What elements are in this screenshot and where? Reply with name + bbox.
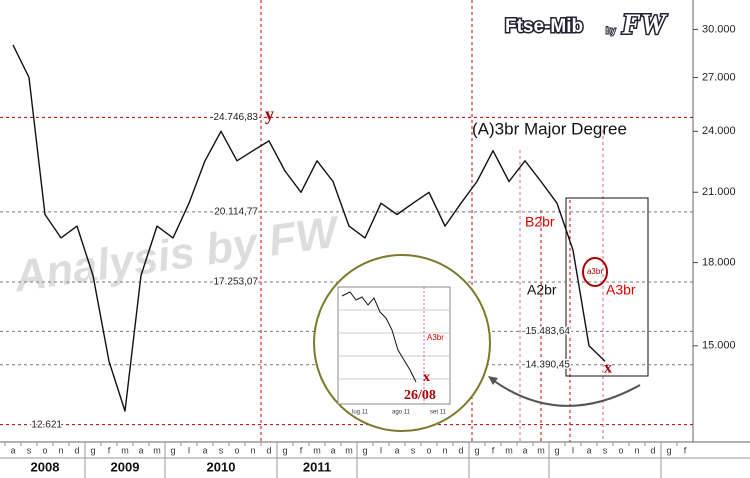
x-tick-label: d bbox=[458, 445, 463, 455]
level-label: 14.390,45 bbox=[526, 359, 571, 370]
x-tick-label: a bbox=[202, 445, 207, 455]
x-tick-label: g bbox=[282, 445, 287, 455]
y-tick-label: 21.000 bbox=[702, 186, 736, 198]
x-tick-label: n bbox=[634, 445, 639, 455]
x-tick-label: n bbox=[442, 445, 447, 455]
level-label: 15.483,64 bbox=[526, 326, 571, 337]
level-label: 12.621 bbox=[31, 419, 62, 430]
x-tick-label: s bbox=[411, 445, 416, 455]
x-tick-label: a bbox=[586, 445, 591, 455]
inset-label: x bbox=[423, 370, 430, 385]
inset-label: 26/08 bbox=[404, 388, 436, 403]
logo-name: Ftse-Mib bbox=[505, 16, 583, 37]
zoom-box bbox=[565, 197, 649, 377]
x-tick-label: f bbox=[684, 445, 687, 455]
level-label: 20.114,77 bbox=[214, 207, 258, 218]
inset-frame bbox=[337, 286, 451, 405]
x-tick-label: a bbox=[394, 445, 399, 455]
x-tick-label: o bbox=[426, 445, 431, 455]
x-tick-label: a bbox=[330, 445, 335, 455]
level-label: 24.746,83 bbox=[214, 112, 259, 123]
x-tick-label: f bbox=[492, 445, 495, 455]
y-tick-label: 15.000 bbox=[702, 340, 736, 352]
year-label: 2010 bbox=[207, 459, 236, 474]
wave-label: a3br bbox=[587, 267, 603, 276]
wave-label: B2br bbox=[525, 214, 555, 230]
wave-label: A2br bbox=[527, 282, 557, 298]
x-tick-label: a bbox=[522, 445, 527, 455]
x-tick-label: n bbox=[58, 445, 63, 455]
inset-grid bbox=[338, 309, 450, 380]
x-tick-label: l bbox=[380, 445, 382, 455]
x-tick-label: m bbox=[313, 445, 321, 455]
x-tick-label: g bbox=[474, 445, 479, 455]
x-tick-label: o bbox=[234, 445, 239, 455]
inset-tick-label: ago 11 bbox=[392, 410, 411, 416]
x-tick-label: l bbox=[572, 445, 574, 455]
x-tick-label: m bbox=[121, 445, 129, 455]
logo-by: by bbox=[606, 25, 616, 35]
inset-label: A3br bbox=[427, 333, 444, 342]
y-tick-label: 24.000 bbox=[702, 125, 736, 137]
x-tick-label: s bbox=[27, 445, 32, 455]
x-tick-label: m bbox=[153, 445, 161, 455]
x-tick-label: g bbox=[554, 445, 559, 455]
inset: A3br x 26/08 lug 11 ago 11 set 11 bbox=[313, 254, 491, 432]
x-tick-label: g bbox=[170, 445, 175, 455]
year-label: 2011 bbox=[303, 459, 331, 474]
x-tick-label: g bbox=[666, 445, 671, 455]
inset-tick-label: lug 11 bbox=[352, 410, 369, 416]
x-tick-label: g bbox=[362, 445, 367, 455]
x-tick-label: a bbox=[138, 445, 143, 455]
x-tick-label: d bbox=[266, 445, 271, 455]
arrow bbox=[489, 377, 641, 407]
x-tick-label: l bbox=[188, 445, 190, 455]
degree-label: (A)3br Major Degree bbox=[472, 119, 627, 138]
x-tick-label: m bbox=[537, 445, 545, 455]
inset-line bbox=[341, 291, 417, 383]
x-tick-label: d bbox=[650, 445, 655, 455]
arrowhead bbox=[488, 376, 498, 385]
x-tick-label: s bbox=[603, 445, 608, 455]
year-label: 2009 bbox=[111, 459, 140, 474]
x-tick-label: m bbox=[345, 445, 353, 455]
x-tick-label: s bbox=[219, 445, 224, 455]
logo-author: FW bbox=[621, 9, 668, 40]
x-tick-label: o bbox=[618, 445, 623, 455]
inset-tick-label: set 11 bbox=[430, 410, 447, 416]
wave-label: x bbox=[604, 360, 612, 377]
x-tick-label: a bbox=[10, 445, 15, 455]
x-tick-label: f bbox=[108, 445, 111, 455]
x-tick-label: o bbox=[42, 445, 47, 455]
highlight-circle bbox=[582, 257, 608, 287]
y-tick-label: 27.000 bbox=[702, 71, 736, 83]
x-tick-label: d bbox=[74, 445, 79, 455]
wave-label: A3br bbox=[606, 282, 636, 298]
y-tick-label: 18.000 bbox=[702, 257, 736, 269]
x-tick-label: f bbox=[300, 445, 303, 455]
wave-label: y bbox=[265, 104, 274, 124]
x-tick-label: m bbox=[505, 445, 513, 455]
y-tick-label: 30.000 bbox=[702, 23, 736, 35]
x-tick-label: g bbox=[90, 445, 95, 455]
year-label: 2008 bbox=[31, 459, 60, 474]
x-tick-label: n bbox=[250, 445, 255, 455]
price-line bbox=[12, 44, 606, 412]
level-label: 17.253,07 bbox=[214, 277, 259, 288]
